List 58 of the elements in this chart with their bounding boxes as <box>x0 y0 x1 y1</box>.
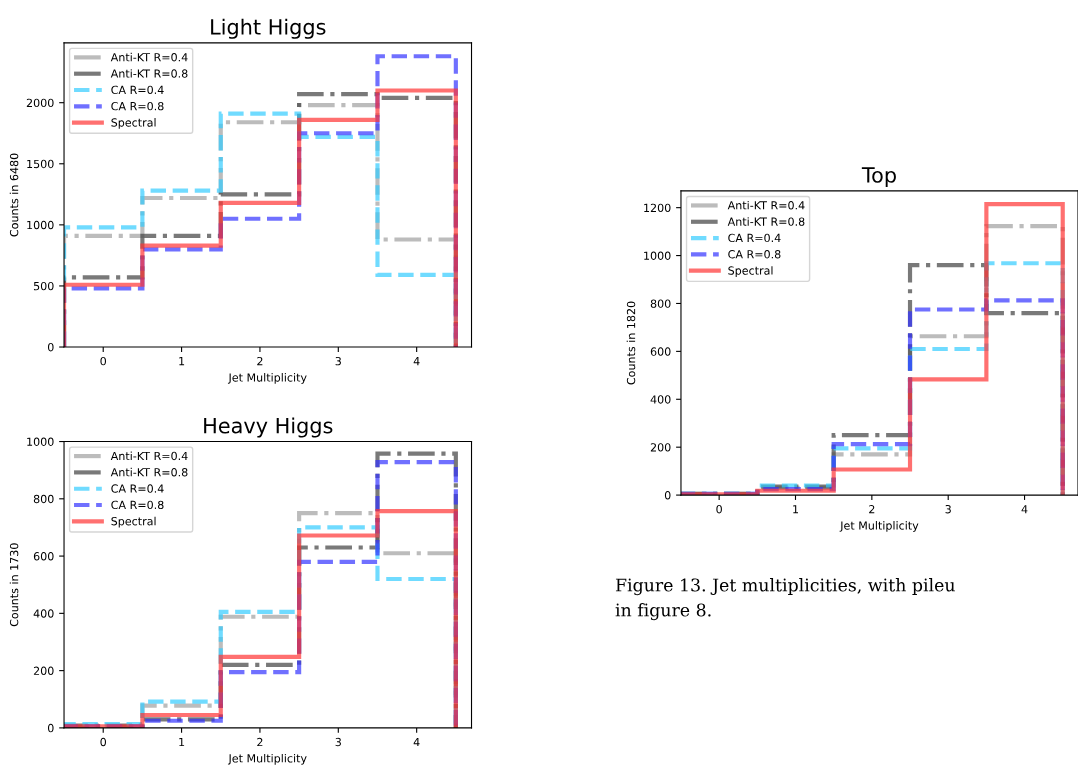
legend-label: Spectral <box>111 516 156 528</box>
y-tick-label: 1000 <box>27 437 54 446</box>
caption: Figure 13. Jet multiplicities, with pileu in figure 8. <box>615 578 955 621</box>
y-tick-label: 200 <box>33 666 54 675</box>
legend-label: Spectral <box>111 118 156 129</box>
y-tick-label: 600 <box>33 552 54 561</box>
x-axis-title: Jet Multiplicity <box>839 521 919 532</box>
legend-label: CA R=0.4 <box>111 484 164 493</box>
y-tick-label: 1000 <box>644 251 671 260</box>
legend-label: Anti-KT R=0.4 <box>110 52 188 62</box>
legend-label: CA R=0.8 <box>728 250 781 259</box>
legend-label: Anti-KT R=0.8 <box>110 69 188 78</box>
y-tick-label: 200 <box>650 443 671 452</box>
x-tick-label: 0 <box>100 737 107 747</box>
y-tick-label: 500 <box>33 281 54 291</box>
y-tick-label: 800 <box>650 299 671 308</box>
y-tick-label: 0 <box>47 723 54 733</box>
x-tick-label: 1 <box>793 505 799 514</box>
y-axis-title: Counts in 1730 <box>9 543 19 627</box>
x-axis-title: Jet Multiplicity <box>227 753 307 765</box>
legend-label: CA R=0.8 <box>111 500 164 510</box>
x-tick-label: 2 <box>869 505 875 514</box>
legend-label: Anti-KT R=0.4 <box>727 200 805 210</box>
legend-label: Anti-KT R=0.8 <box>110 467 188 477</box>
y-tick-label: 400 <box>33 609 54 618</box>
y-axis-title: Counts in 1820 <box>626 301 636 385</box>
y-tick-label: 1000 <box>27 220 54 230</box>
y-tick-label: 0 <box>47 343 54 352</box>
legend-label: Spectral <box>728 266 773 277</box>
y-tick-label: 400 <box>650 395 671 404</box>
x-tick-label: 0 <box>716 505 722 514</box>
legend-label: CA R=0.4 <box>111 85 164 95</box>
x-tick-label: 2 <box>257 737 263 747</box>
x-tick-label: 4 <box>1021 505 1028 514</box>
y-tick-label: 2000 <box>26 98 54 108</box>
y-tick-label: 800 <box>33 494 54 504</box>
legend-label: Anti-KT R=0.4 <box>110 451 188 461</box>
x-tick-label: 3 <box>335 356 341 366</box>
chart-title: Top <box>861 167 896 187</box>
chart-title: Light Higgs <box>211 18 326 39</box>
x-tick-label: 4 <box>413 737 420 747</box>
x-tick-label: 2 <box>257 356 263 366</box>
y-tick-label: 600 <box>650 347 671 356</box>
y-tick-label: 1500 <box>27 159 54 169</box>
x-axis-title: Jet Multiplicity <box>227 373 307 384</box>
x-tick-label: 0 <box>100 356 107 366</box>
legend-label: CA R=0.4 <box>728 233 781 243</box>
x-tick-label: 1 <box>179 737 185 747</box>
chart-title: Heavy Higgs <box>204 417 333 438</box>
y-axis-title: Counts in 6480 <box>9 153 19 237</box>
legend-label: CA R=0.8 <box>111 101 164 111</box>
x-tick-label: 3 <box>945 505 951 514</box>
legend-label: Anti-KT R=0.8 <box>727 217 805 226</box>
y-tick-label: 0 <box>664 491 671 500</box>
x-tick-label: 3 <box>335 737 341 747</box>
x-tick-label: 4 <box>413 357 420 366</box>
x-tick-label: 1 <box>179 357 185 366</box>
y-tick-label: 1200 <box>644 203 671 213</box>
